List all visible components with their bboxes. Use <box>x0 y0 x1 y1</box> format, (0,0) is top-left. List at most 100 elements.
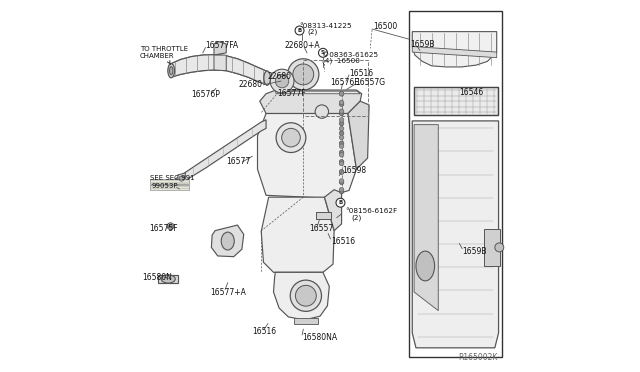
Circle shape <box>339 92 344 96</box>
Text: 16557G: 16557G <box>355 78 385 87</box>
Polygon shape <box>324 190 342 231</box>
Circle shape <box>339 126 344 131</box>
Text: 16577: 16577 <box>227 157 250 166</box>
Circle shape <box>282 128 300 147</box>
Circle shape <box>296 285 316 306</box>
Text: SEE SEC.991: SEE SEC.991 <box>150 175 195 181</box>
Text: B: B <box>298 28 301 33</box>
Circle shape <box>339 170 344 174</box>
Text: 16557: 16557 <box>310 224 334 233</box>
Ellipse shape <box>416 251 435 281</box>
Circle shape <box>179 176 184 181</box>
Polygon shape <box>413 87 498 115</box>
Polygon shape <box>158 275 178 283</box>
Text: B: B <box>339 200 342 205</box>
Circle shape <box>295 26 304 35</box>
Circle shape <box>339 144 344 148</box>
Circle shape <box>293 64 314 85</box>
Polygon shape <box>211 225 244 257</box>
Text: 1659B: 1659B <box>462 247 486 256</box>
Polygon shape <box>170 55 267 85</box>
Polygon shape <box>412 46 497 58</box>
Polygon shape <box>150 185 189 190</box>
Circle shape <box>336 198 345 207</box>
Circle shape <box>339 141 344 145</box>
Circle shape <box>339 109 344 113</box>
Ellipse shape <box>264 71 271 85</box>
Text: 16577+A: 16577+A <box>211 288 246 296</box>
Circle shape <box>168 224 172 228</box>
Polygon shape <box>260 90 362 113</box>
Polygon shape <box>273 272 330 320</box>
Text: °08156-6162F: °08156-6162F <box>346 208 397 214</box>
Polygon shape <box>484 229 500 266</box>
Circle shape <box>339 131 344 135</box>
Polygon shape <box>261 197 334 272</box>
Circle shape <box>339 170 344 174</box>
Polygon shape <box>316 212 331 219</box>
Circle shape <box>339 135 344 140</box>
Text: 1659B: 1659B <box>410 40 435 49</box>
Circle shape <box>270 69 294 93</box>
Text: ©08363-61625: ©08363-61625 <box>322 52 378 58</box>
Circle shape <box>167 223 174 230</box>
Polygon shape <box>214 42 227 55</box>
Polygon shape <box>257 113 356 198</box>
Text: 16500: 16500 <box>373 22 397 31</box>
Circle shape <box>276 123 306 153</box>
Text: 22680: 22680 <box>267 72 291 81</box>
Polygon shape <box>412 32 497 67</box>
Ellipse shape <box>161 275 175 283</box>
Polygon shape <box>214 55 227 71</box>
Circle shape <box>287 59 319 90</box>
Text: 16575F: 16575F <box>149 224 177 233</box>
Text: 16546: 16546 <box>460 88 484 97</box>
Text: °08313-41225: °08313-41225 <box>300 23 352 29</box>
Ellipse shape <box>221 232 234 250</box>
Text: 16516: 16516 <box>349 69 373 78</box>
Polygon shape <box>414 125 438 311</box>
Circle shape <box>339 121 344 126</box>
Ellipse shape <box>170 67 173 75</box>
Text: 22680+A: 22680+A <box>285 41 320 50</box>
Text: 16516: 16516 <box>331 237 355 246</box>
Text: 16580NA: 16580NA <box>302 333 337 342</box>
Circle shape <box>339 111 344 116</box>
Polygon shape <box>294 318 318 324</box>
Circle shape <box>339 100 344 105</box>
Circle shape <box>339 102 344 106</box>
Text: (4)  16500: (4) 16500 <box>322 57 360 64</box>
Text: 16598: 16598 <box>342 166 367 175</box>
Circle shape <box>339 179 344 183</box>
Circle shape <box>291 280 321 311</box>
Text: 16577F: 16577F <box>277 89 306 98</box>
Circle shape <box>339 189 344 194</box>
Text: 16577FA: 16577FA <box>205 41 239 50</box>
Circle shape <box>275 74 289 88</box>
Circle shape <box>339 150 344 155</box>
Circle shape <box>315 105 328 118</box>
Polygon shape <box>348 101 369 169</box>
Circle shape <box>495 243 504 252</box>
Polygon shape <box>275 91 360 94</box>
Text: 99053P: 99053P <box>152 183 179 189</box>
Circle shape <box>339 118 344 122</box>
Text: 16516: 16516 <box>252 327 276 336</box>
Text: S: S <box>321 50 325 55</box>
Circle shape <box>339 153 344 157</box>
Text: TO THROTTLE
CHAMBER: TO THROTTLE CHAMBER <box>140 46 188 64</box>
Polygon shape <box>178 173 186 182</box>
Polygon shape <box>150 179 189 184</box>
Text: R165002K: R165002K <box>458 353 498 362</box>
Polygon shape <box>412 121 499 348</box>
Text: 16576E: 16576E <box>330 78 360 87</box>
Ellipse shape <box>168 64 175 78</box>
Circle shape <box>339 160 344 164</box>
Text: 16580N: 16580N <box>142 273 172 282</box>
Circle shape <box>339 161 344 166</box>
Circle shape <box>339 187 344 192</box>
Text: (2): (2) <box>351 214 362 221</box>
Bar <box>408 11 502 357</box>
Text: 22680: 22680 <box>238 80 262 89</box>
Circle shape <box>319 48 328 57</box>
